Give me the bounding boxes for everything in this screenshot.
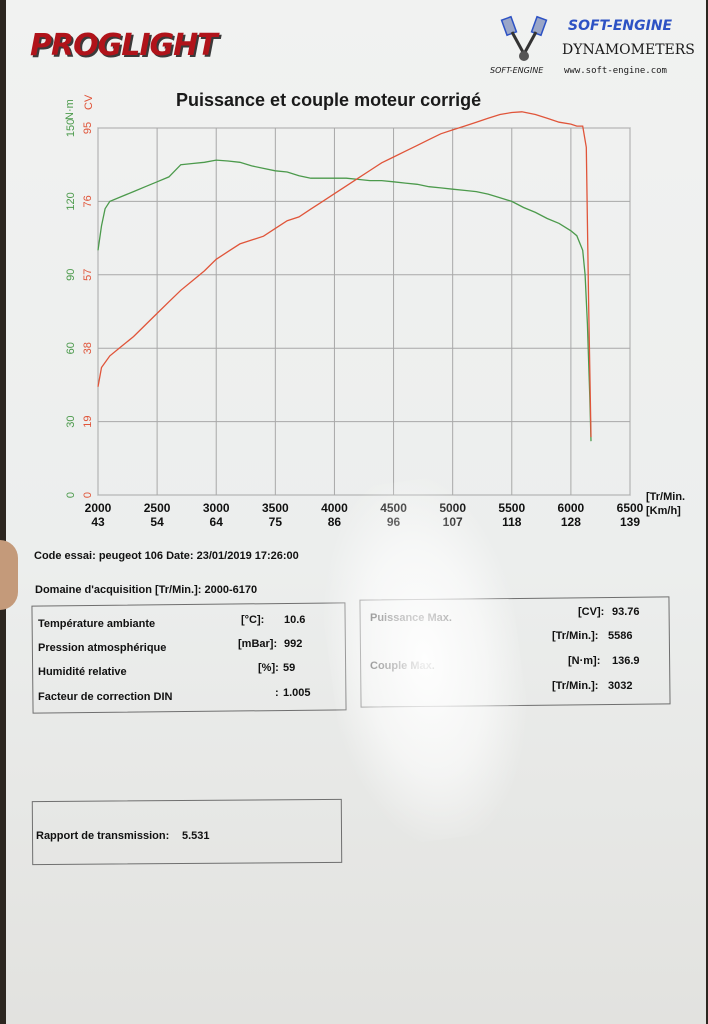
y-tick-power: 95	[82, 122, 94, 134]
max-power-label: Puissance Max.	[370, 612, 452, 624]
condition-label: Humidité relative	[38, 666, 127, 678]
x-tick-rpm: 6000	[558, 501, 585, 515]
plot-frame	[97, 127, 631, 496]
finger	[0, 540, 18, 610]
x-tick-speed: 107	[443, 515, 463, 529]
y-unit-torque: N·m	[64, 99, 76, 120]
condition-unit: [°C]:	[241, 614, 265, 626]
x-tick-speed: 43	[91, 515, 105, 529]
series-line-torque	[97, 159, 592, 442]
x-tick-rpm: 3000	[203, 501, 230, 515]
chart-lines	[97, 111, 592, 442]
transmission-label: Rapport de transmission:	[36, 830, 170, 842]
y-tick-power: 19	[82, 415, 94, 427]
y-unit-power: CV	[83, 94, 95, 110]
condition-label: Pression atmosphérique	[38, 642, 167, 654]
x-unit-speed: [Km/h]	[646, 505, 681, 517]
max-power-rpm-unit: [Tr/Min.]:	[552, 630, 599, 642]
x-tick-rpm: 2500	[144, 501, 171, 515]
soft-engine-logo: SOFT-ENGINE DYNAMOMETERS SOFT-ENGINE www…	[490, 14, 700, 84]
test-code: Code essai: peugeot 106 Date: 23/01/2019…	[34, 550, 299, 562]
transmission-value: 5.531	[182, 830, 210, 842]
brand-name: SOFT-ENGINE	[568, 18, 673, 34]
x-tick-rpm: 6500	[617, 501, 644, 515]
x-tick-rpm: 2000	[85, 501, 112, 515]
test-code-label: Code essai:	[34, 550, 96, 562]
condition-unit: :	[275, 687, 279, 699]
condition-value: 992	[284, 638, 303, 650]
x-tick-rpm: 5000	[439, 501, 466, 515]
piston-icon	[500, 15, 548, 61]
acquisition-domain-label: Domaine d'acquisition [Tr/Min.]:	[35, 584, 202, 596]
x-tick-speed: 139	[620, 515, 640, 529]
condition-label: Température ambiante	[38, 618, 156, 630]
y-tick-torque: 150	[65, 119, 77, 137]
max-torque-label: Couple Max.	[370, 660, 435, 672]
max-torque-rpm-unit: [Tr/Min.]:	[552, 680, 599, 692]
y-tick-power: 57	[82, 269, 94, 281]
y-tick-power: 76	[82, 195, 94, 207]
chart-grid	[97, 127, 631, 496]
condition-value: 59	[283, 662, 296, 674]
dyno-chart: 2000432500543000643500754000864500965000…	[64, 94, 685, 529]
condition-label: Facteur de correction DIN	[38, 691, 173, 703]
proglight-logo: PROGLIGHT	[30, 26, 230, 72]
x-tick-speed: 118	[502, 515, 522, 529]
max-power-value: 93.76	[612, 606, 640, 618]
x-tick-speed: 64	[210, 515, 224, 529]
condition-unit: [%]:	[258, 662, 279, 674]
max-power-unit: [CV]:	[578, 606, 605, 618]
y-tick-power: 0	[82, 492, 94, 498]
brand-mark: SOFT-ENGINE	[490, 66, 544, 75]
acquisition-domain: Domaine d'acquisition [Tr/Min.]: 2000-61…	[35, 584, 257, 596]
proglight-logo-text: PROGLIGHT	[30, 28, 218, 63]
acquisition-domain-value: 2000-6170	[204, 584, 258, 596]
condition-value: 10.6	[284, 614, 306, 626]
x-tick-speed: 86	[328, 515, 342, 529]
x-tick-rpm: 4500	[380, 501, 407, 515]
x-tick-rpm: 4000	[321, 501, 348, 515]
brand-url: www.soft-engine.com	[564, 66, 667, 76]
max-torque-value: 136.9	[612, 655, 640, 667]
y-tick-torque: 60	[65, 342, 77, 354]
chart-title: Puissance et couple moteur corrigé	[176, 90, 482, 110]
max-power-rpm: 5586	[608, 630, 633, 642]
y-tick-torque: 120	[65, 192, 77, 210]
series-line-power	[97, 111, 592, 438]
test-date-label: Date:	[166, 550, 194, 562]
test-date-value: 23/01/2019 17:26:00	[196, 550, 299, 562]
y-tick-torque: 30	[65, 415, 77, 427]
x-unit-rpm: [Tr/Min.	[646, 491, 685, 503]
x-tick-speed: 54	[150, 515, 164, 529]
x-tick-rpm: 3500	[262, 501, 289, 515]
test-code-value: peugeot 106	[98, 550, 163, 562]
y-tick-torque: 0	[65, 492, 77, 498]
condition-value: 1.005	[283, 687, 311, 699]
condition-unit: [mBar]:	[238, 638, 278, 650]
max-torque-rpm: 3032	[608, 680, 633, 692]
y-tick-torque: 90	[65, 269, 77, 281]
x-tick-speed: 128	[561, 515, 581, 529]
max-torque-unit: [N·m]:	[568, 655, 601, 667]
y-tick-power: 38	[82, 342, 94, 354]
brand-subtitle: DYNAMOMETERS	[562, 42, 695, 58]
x-tick-speed: 96	[387, 515, 401, 529]
x-tick-rpm: 5500	[498, 501, 525, 515]
x-tick-speed: 75	[269, 515, 283, 529]
